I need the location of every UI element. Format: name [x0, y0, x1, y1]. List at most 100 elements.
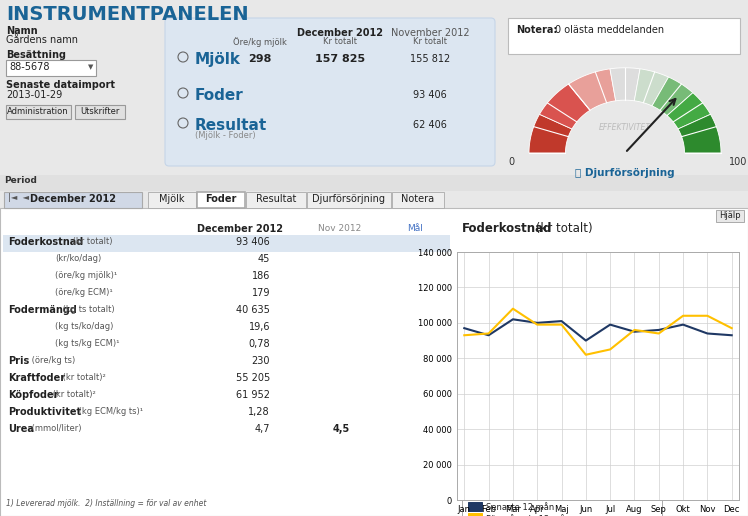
Text: 2013-01-29: 2013-01-29 — [6, 90, 62, 100]
FancyBboxPatch shape — [392, 192, 444, 208]
Polygon shape — [678, 114, 721, 153]
Text: (Mjölk - Foder): (Mjölk - Foder) — [195, 131, 256, 140]
Polygon shape — [610, 68, 640, 101]
Text: Foder: Foder — [195, 88, 244, 103]
Text: December 2012: December 2012 — [30, 194, 116, 204]
Text: Mjölk: Mjölk — [159, 194, 185, 204]
Text: Djurförsörjning: Djurförsörjning — [313, 194, 385, 204]
Text: (kr totalt): (kr totalt) — [70, 237, 113, 246]
Text: Öre/kg mjölk: Öre/kg mjölk — [233, 37, 287, 47]
Text: 0,78: 0,78 — [248, 339, 270, 349]
Text: Foder: Foder — [205, 194, 236, 204]
Text: Mjölk: Mjölk — [195, 52, 241, 67]
Text: 179: 179 — [251, 288, 270, 298]
FancyBboxPatch shape — [508, 18, 740, 54]
FancyBboxPatch shape — [0, 175, 748, 191]
Text: Utskrifter: Utskrifter — [80, 107, 120, 116]
Text: Resultat: Resultat — [256, 194, 296, 204]
Text: 62 406: 62 406 — [413, 120, 447, 130]
Text: November 2012: November 2012 — [390, 28, 469, 38]
Text: (kr totalt)²: (kr totalt)² — [49, 390, 95, 399]
Text: December 2012: December 2012 — [297, 28, 383, 38]
FancyBboxPatch shape — [165, 18, 495, 166]
Text: 55 205: 55 205 — [236, 373, 270, 383]
Text: December 2012: December 2012 — [197, 224, 283, 234]
Text: 1,28: 1,28 — [248, 407, 270, 417]
Text: Mål: Mål — [407, 224, 423, 233]
Text: Senaste 12 mån: Senaste 12 mån — [486, 503, 554, 512]
Text: Namn: Namn — [6, 26, 37, 36]
FancyBboxPatch shape — [468, 502, 482, 511]
Text: Föregående 12 mån: Föregående 12 mån — [486, 514, 571, 516]
Text: Notera:: Notera: — [516, 25, 557, 35]
Text: |◄  ◄: |◄ ◄ — [8, 193, 29, 202]
Text: 19,6: 19,6 — [248, 322, 270, 332]
FancyBboxPatch shape — [6, 60, 96, 76]
Polygon shape — [667, 93, 711, 129]
Text: (kg ECM/kg ts)¹: (kg ECM/kg ts)¹ — [76, 407, 143, 416]
Text: Fodermängd: Fodermängd — [8, 305, 77, 315]
FancyBboxPatch shape — [3, 235, 450, 252]
FancyBboxPatch shape — [148, 192, 196, 208]
Text: 88-5678: 88-5678 — [9, 62, 49, 72]
Text: Besättning: Besättning — [6, 50, 66, 60]
Text: (kg ts totalt): (kg ts totalt) — [60, 305, 114, 314]
Text: 93 406: 93 406 — [236, 237, 270, 247]
Text: Kr totalt: Kr totalt — [413, 37, 447, 46]
Text: (kr totalt): (kr totalt) — [532, 222, 592, 235]
Text: Produktivitet: Produktivitet — [8, 407, 81, 417]
Text: (kg ts/ko/dag): (kg ts/ko/dag) — [55, 322, 114, 331]
Text: 186: 186 — [251, 271, 270, 281]
Text: 0: 0 — [509, 157, 515, 167]
Text: (kr totalt)²: (kr totalt)² — [60, 373, 105, 382]
Text: Resultat: Resultat — [195, 118, 267, 133]
Text: Pris: Pris — [8, 356, 29, 366]
Text: 45: 45 — [257, 254, 270, 264]
Text: 4,5: 4,5 — [333, 424, 350, 434]
Text: 298: 298 — [248, 54, 272, 64]
Text: 93 406: 93 406 — [413, 90, 447, 100]
FancyBboxPatch shape — [6, 105, 71, 119]
Text: Administration: Administration — [7, 107, 69, 116]
Text: Period: Period — [4, 176, 37, 185]
Text: (kr/ko/dag): (kr/ko/dag) — [55, 254, 101, 263]
Text: INSTRUMENTPANELEN: INSTRUMENTPANELEN — [6, 5, 248, 24]
Text: Urea: Urea — [8, 424, 34, 434]
Text: EFFEKTIVITET: EFFEKTIVITET — [599, 123, 651, 132]
FancyBboxPatch shape — [0, 0, 748, 175]
Text: 0 olästa meddelanden: 0 olästa meddelanden — [555, 25, 664, 35]
Polygon shape — [634, 69, 669, 106]
Text: Foderkostnad: Foderkostnad — [462, 222, 553, 235]
FancyBboxPatch shape — [246, 192, 306, 208]
Text: Köpfoder: Köpfoder — [8, 390, 58, 400]
FancyBboxPatch shape — [462, 498, 662, 516]
Text: ▼: ▼ — [88, 64, 94, 70]
FancyBboxPatch shape — [716, 210, 744, 222]
Polygon shape — [568, 69, 616, 110]
Text: (öre/kg mjölk)¹: (öre/kg mjölk)¹ — [55, 271, 117, 280]
Text: Kr totalt: Kr totalt — [323, 37, 357, 46]
Text: Gårdens namn: Gårdens namn — [6, 35, 78, 45]
FancyBboxPatch shape — [4, 192, 142, 208]
Text: 1) Levererad mjölk.  2) Inställning = för val av enhet: 1) Levererad mjölk. 2) Inställning = för… — [6, 499, 206, 508]
Text: 100: 100 — [729, 157, 747, 167]
Polygon shape — [652, 77, 693, 116]
Text: 4,7: 4,7 — [254, 424, 270, 434]
Text: Kraftfoder: Kraftfoder — [8, 373, 65, 383]
Text: Hjälp: Hjälp — [719, 211, 741, 220]
Text: ⓘ Djurförsörjning: ⓘ Djurförsörjning — [575, 168, 675, 179]
FancyBboxPatch shape — [0, 208, 748, 516]
FancyBboxPatch shape — [75, 105, 125, 119]
Text: 230: 230 — [251, 356, 270, 366]
Text: Nov 2012: Nov 2012 — [319, 224, 361, 233]
FancyBboxPatch shape — [197, 192, 245, 208]
Text: Senaste dataimport: Senaste dataimport — [6, 80, 115, 90]
Text: (öre/kg ECM)¹: (öre/kg ECM)¹ — [55, 288, 113, 297]
Text: Notera: Notera — [402, 194, 435, 204]
Text: (öre/kg ts): (öre/kg ts) — [29, 356, 75, 365]
FancyBboxPatch shape — [468, 513, 482, 516]
Polygon shape — [529, 114, 572, 153]
Text: (mmol/liter): (mmol/liter) — [29, 424, 82, 433]
Text: (kg ts/kg ECM)¹: (kg ts/kg ECM)¹ — [55, 339, 120, 348]
Text: 155 812: 155 812 — [410, 54, 450, 64]
